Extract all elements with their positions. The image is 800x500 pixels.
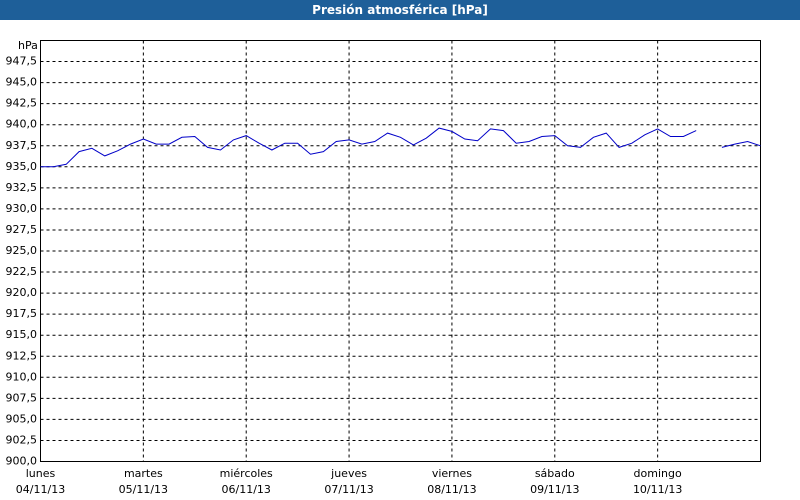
x-tick-date: 10/11/13 xyxy=(633,483,682,496)
y-tick-label: 900,0 xyxy=(6,455,38,468)
y-tick-label: 910,0 xyxy=(6,370,38,383)
x-tick-date: 08/11/13 xyxy=(427,483,476,496)
x-tick-label: miércoles xyxy=(220,467,273,480)
y-tick-label: 932,5 xyxy=(6,181,38,194)
chart-title: Presión atmosférica [hPa] xyxy=(312,3,488,17)
y-tick-label: 947,5 xyxy=(6,55,38,68)
y-tick-label: 945,0 xyxy=(6,76,38,89)
x-tick-date: 04/11/13 xyxy=(16,483,65,496)
x-tick-label: domingo xyxy=(634,467,682,480)
x-tick-label: martes xyxy=(124,467,163,480)
y-tick-label: 917,5 xyxy=(6,307,38,320)
y-tick-label: 920,0 xyxy=(6,286,38,299)
y-unit: hPa xyxy=(18,39,38,52)
x-tick-date: 09/11/13 xyxy=(530,483,579,496)
x-tick-date: 05/11/13 xyxy=(119,483,168,496)
x-tick-label: lunes xyxy=(26,467,56,480)
y-tick-label: 937,5 xyxy=(6,139,38,152)
y-tick-label: 925,0 xyxy=(6,244,38,257)
line-series xyxy=(40,127,761,168)
y-tick-label: 942,5 xyxy=(6,97,38,110)
x-tick-label: viernes xyxy=(432,467,472,480)
x-tick-date: 07/11/13 xyxy=(324,483,373,496)
y-tick-label: 922,5 xyxy=(6,265,38,278)
x-tick-date: 06/11/13 xyxy=(222,483,271,496)
y-tick-label: 915,0 xyxy=(6,328,38,341)
y-tick-label: 940,0 xyxy=(6,118,38,131)
y-tick-label: 912,5 xyxy=(6,349,38,362)
y-tick-label: 905,0 xyxy=(6,412,38,425)
x-tick-label: jueves xyxy=(330,467,367,480)
y-tick-label: 930,0 xyxy=(6,202,38,215)
y-tick-label: 907,5 xyxy=(6,391,38,404)
y-tick-label: 927,5 xyxy=(6,223,38,236)
x-tick-label: sábado xyxy=(535,467,575,480)
y-tick-label: 935,0 xyxy=(6,160,38,173)
y-tick-label: 902,5 xyxy=(6,433,38,446)
title-bar xyxy=(0,0,800,20)
